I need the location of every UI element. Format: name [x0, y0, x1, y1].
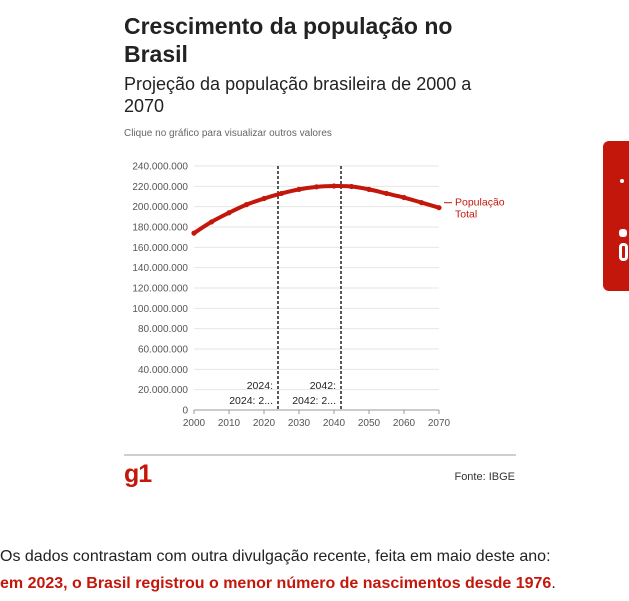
- y-tick-label: 0: [182, 406, 188, 417]
- annotation-label: 2024:: [247, 380, 273, 392]
- population-line-chart[interactable]: 0 20.000.000 40.000.000 60.000.000 80.000.00…: [124, 158, 524, 438]
- article-line-1: Os dados contrastam com outra divulgação…: [0, 548, 551, 565]
- data-point: [366, 186, 372, 192]
- y-tick-label: 60.000.000: [138, 345, 188, 356]
- data-point: [243, 202, 250, 208]
- article-bold-text: em 2023, o Brasil registrou o menor núme…: [0, 575, 552, 592]
- data-point: [331, 183, 337, 189]
- y-tick-label: 200.000.000: [132, 202, 188, 213]
- data-point: [261, 195, 267, 202]
- article-line-end: .: [551, 575, 556, 592]
- y-tick-label: 160.000.000: [132, 243, 188, 254]
- y-tick-label: 120.000.000: [132, 284, 188, 295]
- data-point: [418, 200, 425, 206]
- y-tick-label: 40.000.000: [138, 365, 188, 376]
- x-tick-label: 2060: [393, 418, 416, 429]
- y-tick-label: 20.000.000: [138, 385, 188, 396]
- y-tick-label: 140.000.000: [132, 263, 188, 274]
- article-paragraph: Os dados contrastam com outra divulgação…: [0, 543, 629, 597]
- x-tick-label: 2010: [218, 418, 241, 429]
- data-point: [383, 190, 390, 197]
- chart-hint: Clique no gráfico para visualizar outros…: [124, 128, 332, 139]
- x-tick-label: 2020: [253, 418, 276, 429]
- data-point: [401, 194, 407, 201]
- chart-subtitle: Projeção da população brasileira de 2000…: [124, 74, 472, 116]
- x-tick-label: 2070: [428, 418, 451, 429]
- annotation-label: 2042: 2...: [292, 395, 336, 407]
- share-tab[interactable]: [603, 141, 629, 291]
- data-point: [296, 186, 302, 192]
- source-note: Fonte: IBGE: [454, 471, 515, 483]
- series-label: População: [455, 197, 505, 209]
- y-tick-label: 180.000.000: [132, 223, 188, 234]
- annotation-label: 2024: 2...: [229, 395, 273, 407]
- chart-card: Crescimento da população no Brasil Proje…: [124, 12, 516, 139]
- data-point: [191, 230, 197, 236]
- g1-logo: g1: [124, 460, 152, 488]
- series-line: [192, 184, 441, 236]
- footer-divider: [124, 454, 516, 456]
- y-tick-label: 220.000.000: [132, 182, 188, 193]
- x-tick-label: 2040: [323, 418, 346, 429]
- y-tick-label: 240.000.000: [132, 162, 188, 173]
- data-point: [348, 183, 355, 190]
- data-point: [313, 184, 320, 190]
- data-point: [278, 190, 285, 197]
- y-tick-label: 100.000.000: [132, 304, 188, 315]
- data-point: [226, 210, 232, 216]
- annotation-label: 2042:: [310, 380, 336, 392]
- data-point: [436, 205, 442, 211]
- data-point: [208, 219, 215, 225]
- series-label: Total: [455, 209, 477, 221]
- chart-title: Crescimento da população no Brasil: [124, 13, 453, 67]
- x-tick-label: 2050: [358, 418, 381, 429]
- x-tick-label: 2030: [288, 418, 311, 429]
- y-tick-label: 80.000.000: [138, 324, 188, 335]
- x-tick-label: 2000: [183, 418, 206, 429]
